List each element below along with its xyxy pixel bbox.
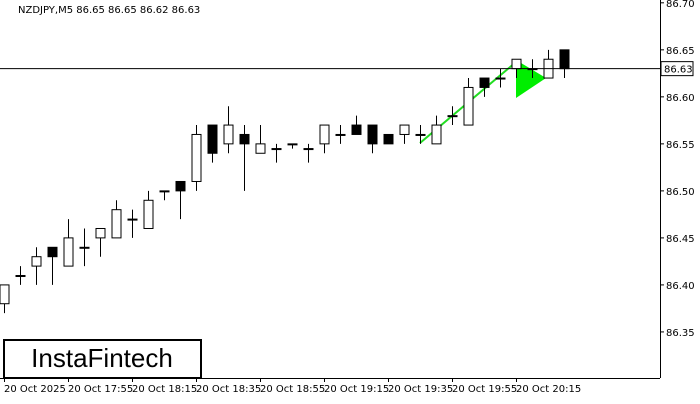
candle-body [47,246,58,258]
candle-body [495,77,506,80]
candle-body [319,124,330,145]
x-tick-label: 20 Oct 19:15 [324,384,389,395]
y-tick-label: 86.45 [666,234,695,245]
logo-box [3,339,202,379]
candle-body [271,148,282,151]
candle-body [223,124,234,145]
candle-body [143,199,154,229]
candle-body [511,58,522,70]
x-tick-label: 20 Oct 18:15 [132,384,197,395]
candle-body [95,227,106,239]
candle-body [255,143,266,154]
candle-body [415,133,426,136]
y-tick-label: 86.35 [666,328,695,339]
price-label: 86.63 [664,65,693,76]
candle-body [431,124,442,145]
candle-body [127,218,138,221]
x-tick-label: 20 Oct 20:15 [516,384,581,395]
x-tick-label: 20 Oct 17:55 [68,384,133,395]
candle-body [367,124,378,145]
candle-body [351,124,362,135]
candle-body [111,209,122,239]
candle-body [559,49,570,70]
candle-body [239,133,250,145]
logo: InstaFintech [31,343,173,373]
y-tick-label: 86.50 [666,187,695,198]
x-tick-label: 20 Oct 18:35 [196,384,261,395]
candle-body [63,237,74,267]
candle-body [287,143,298,146]
x-tick-label: 20 Oct 2025 [4,384,66,395]
x-tick-label: 20 Oct 19:55 [452,384,517,395]
candle-body [207,124,218,154]
candle-body [15,275,26,278]
candle-body [31,256,42,267]
candle-body [191,133,202,182]
y-tick-label: 86.65 [666,46,695,57]
candle-body [335,133,346,136]
candle-body [0,284,10,305]
candle-body [463,86,474,126]
price-label-box [660,61,694,77]
candle-body [159,190,170,193]
candle-body [399,124,410,135]
y-tick-label: 86.60 [666,93,695,104]
y-tick-label: 86.55 [666,140,695,151]
pennant-marker [516,60,546,98]
y-tick-label: 86.40 [666,281,695,292]
candle-body [303,148,314,151]
y-tick-label: 86.70 [666,0,695,10]
chart-title: NZDJPY,M5 86.65 86.65 86.62 86.63 [18,5,200,16]
candle-body [447,115,458,118]
x-tick-label: 20 Oct 19:35 [388,384,453,395]
candle-body [79,246,90,249]
candle-body [175,180,186,192]
candle-body [479,77,490,88]
x-tick-label: 20 Oct 18:55 [260,384,325,395]
candle-body [383,133,394,145]
